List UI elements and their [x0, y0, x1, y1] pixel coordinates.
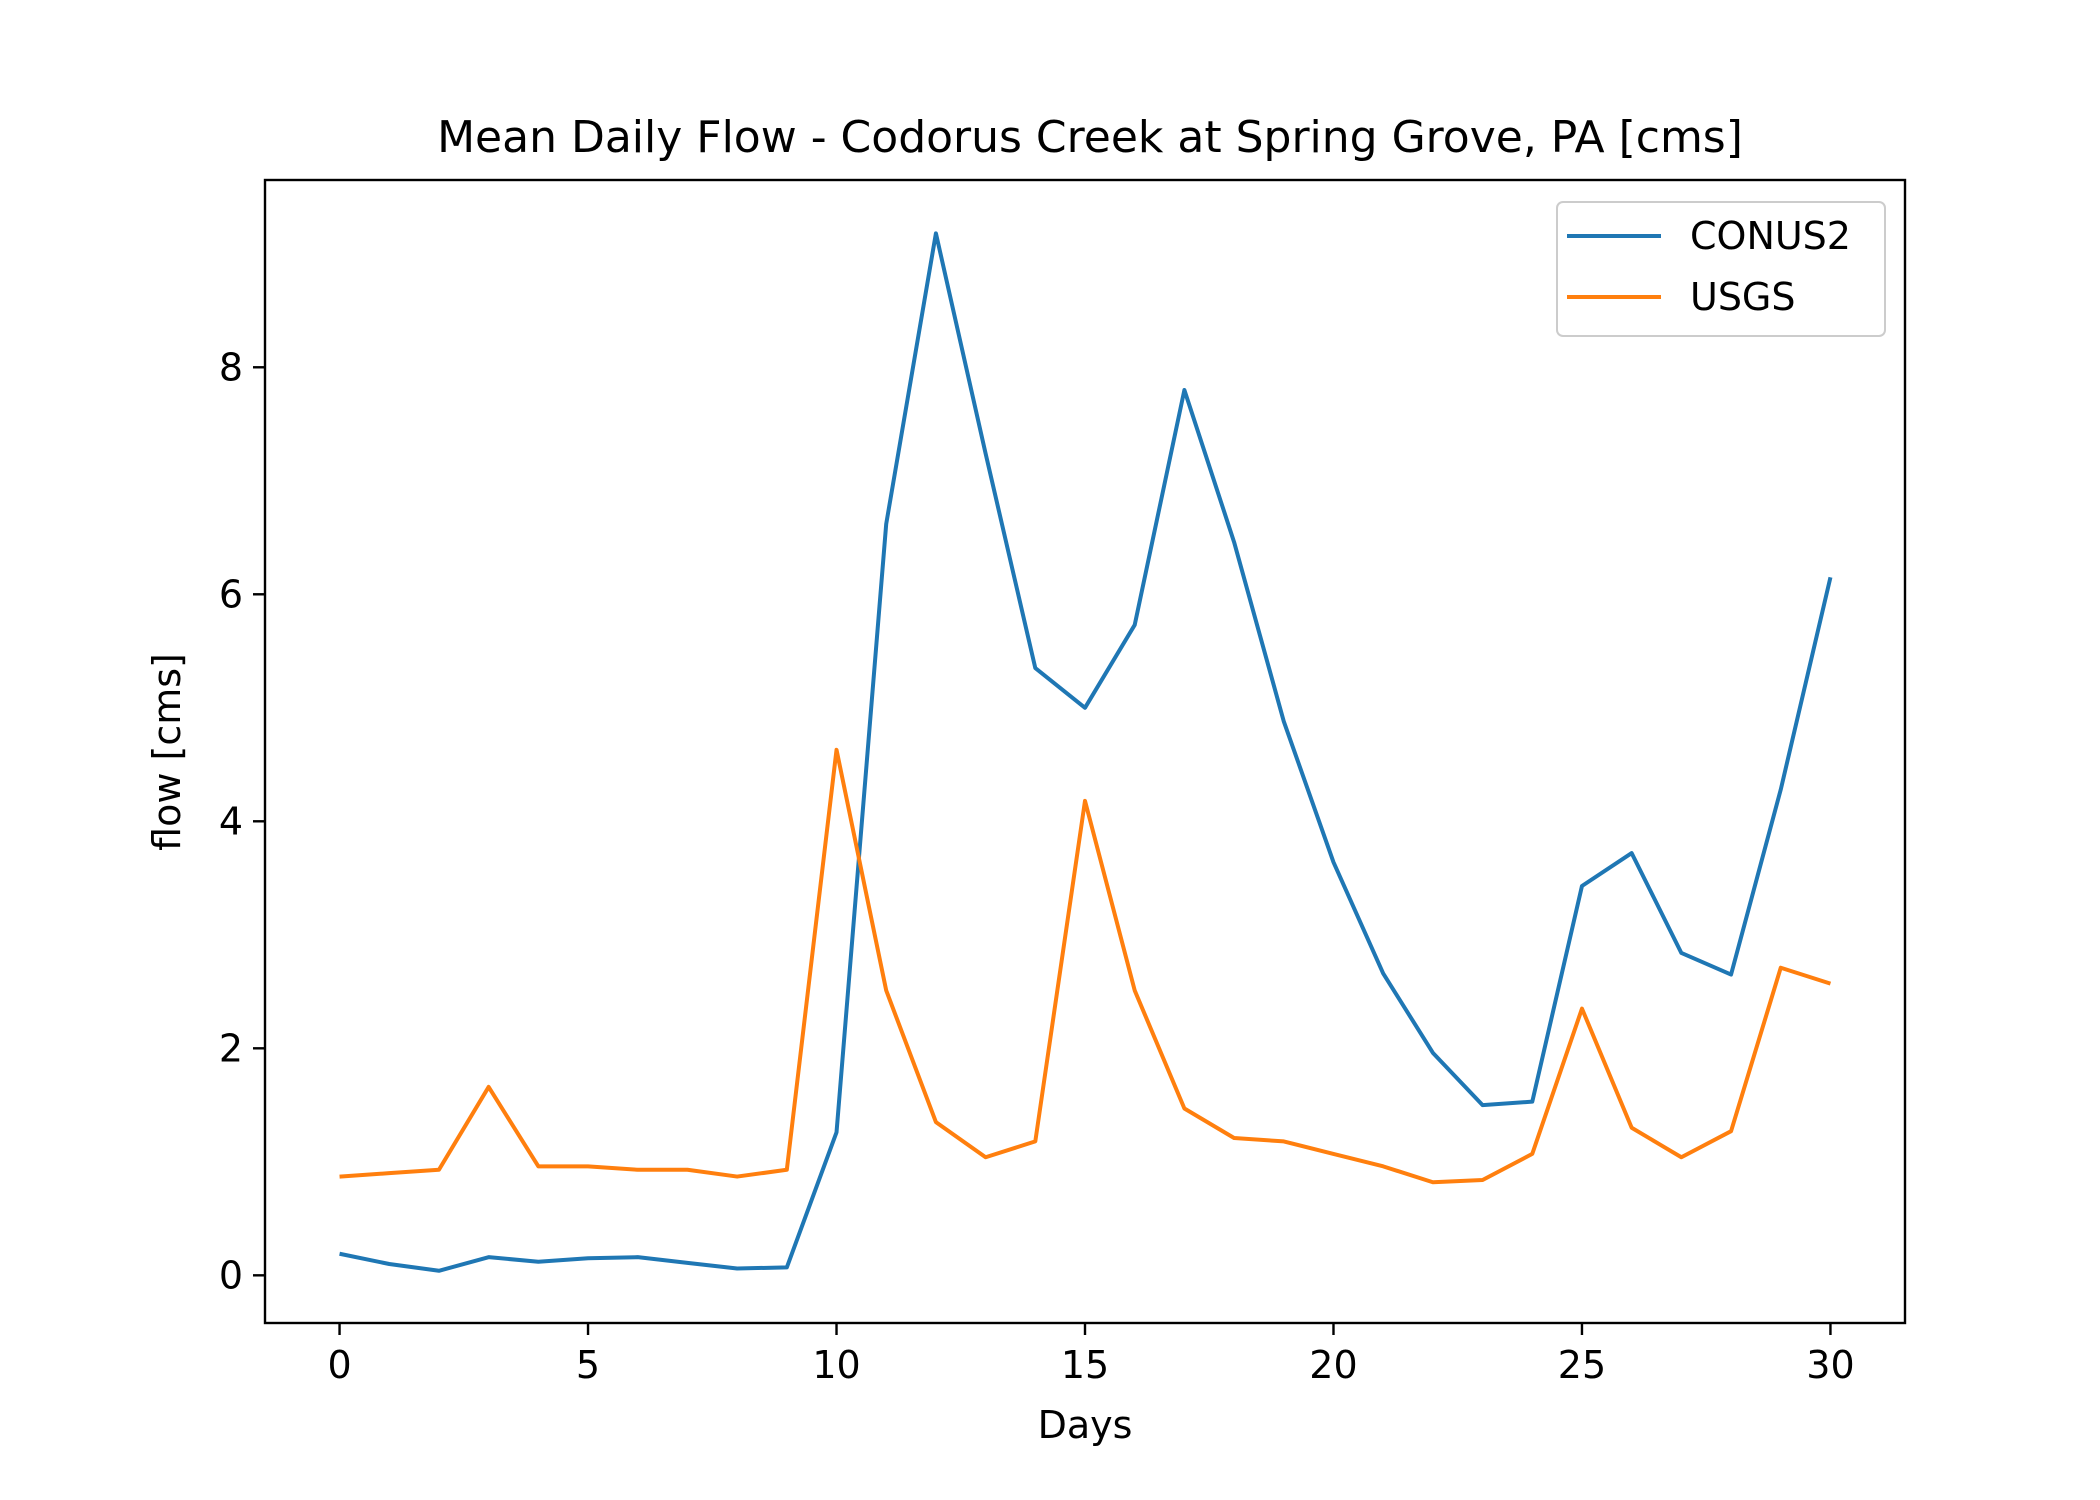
data-point-conus2: [933, 230, 939, 236]
series-line-usgs: [339, 747, 1832, 1185]
y-tick-label: 0: [219, 1253, 243, 1297]
data-point-usgs: [635, 1167, 641, 1173]
data-point-conus2: [337, 1251, 343, 1257]
data-point-conus2: [983, 451, 989, 457]
data-point-conus2: [1380, 970, 1386, 976]
data-point-usgs: [1529, 1151, 1535, 1157]
data-point-conus2: [1330, 859, 1336, 865]
data-point-conus2: [1231, 539, 1237, 545]
data-point-usgs: [684, 1167, 690, 1173]
series-layer: [337, 230, 1833, 1274]
x-tick-label: 20: [1309, 1343, 1357, 1387]
data-point-conus2: [436, 1268, 442, 1274]
data-point-conus2: [386, 1261, 392, 1267]
data-point-usgs: [1678, 1154, 1684, 1160]
data-point-usgs: [1231, 1135, 1237, 1141]
data-point-usgs: [535, 1163, 541, 1169]
y-axis-label: flow [cms]: [145, 653, 189, 851]
data-point-usgs: [1082, 798, 1088, 804]
data-point-conus2: [784, 1264, 790, 1270]
x-tick-label: 15: [1061, 1343, 1109, 1387]
data-point-usgs: [1430, 1179, 1436, 1185]
data-point-usgs: [1827, 981, 1833, 987]
data-point-conus2: [883, 521, 889, 527]
y-tick-label: 2: [219, 1026, 243, 1070]
x-axis-ticks: 0 5 10 15 20 25 30: [327, 1323, 1855, 1387]
data-point-conus2: [1480, 1102, 1486, 1108]
data-point-conus2: [684, 1260, 690, 1266]
data-point-usgs: [1778, 965, 1784, 971]
data-point-usgs: [883, 987, 889, 993]
data-point-usgs: [1629, 1125, 1635, 1131]
x-tick-label: 30: [1806, 1343, 1854, 1387]
plot-frame: [263, 178, 1907, 1325]
data-point-usgs: [1032, 1138, 1038, 1144]
data-point-usgs: [734, 1174, 740, 1180]
data-point-conus2: [1827, 574, 1833, 580]
legend-label-usgs: USGS: [1690, 275, 1796, 319]
x-tick-label: 0: [327, 1343, 351, 1387]
data-point-usgs: [436, 1167, 442, 1173]
data-point-usgs: [1480, 1177, 1486, 1183]
data-point-usgs: [1728, 1128, 1734, 1134]
data-point-conus2: [1430, 1050, 1436, 1056]
y-tick-label: 8: [219, 345, 243, 389]
data-point-usgs: [983, 1154, 989, 1160]
data-point-usgs: [486, 1084, 492, 1090]
data-point-conus2: [1629, 850, 1635, 856]
data-point-conus2: [535, 1259, 541, 1265]
data-point-usgs: [834, 747, 840, 753]
data-point-usgs: [585, 1163, 591, 1169]
data-point-conus2: [1678, 950, 1684, 956]
data-point-usgs: [1330, 1151, 1336, 1157]
data-point-usgs: [386, 1170, 392, 1176]
data-point-usgs: [933, 1119, 939, 1125]
data-point-conus2: [585, 1255, 591, 1261]
y-tick-label: 6: [219, 572, 243, 616]
data-point-conus2: [834, 1129, 840, 1135]
x-tick-label: 5: [576, 1343, 600, 1387]
y-axis-ticks: 0 2 4 6 8: [219, 345, 265, 1297]
data-point-conus2: [1579, 883, 1585, 889]
data-point-conus2: [1281, 718, 1287, 724]
data-point-usgs: [1380, 1163, 1386, 1169]
data-point-usgs: [1281, 1138, 1287, 1144]
data-point-usgs: [784, 1167, 790, 1173]
data-point-conus2: [1032, 665, 1038, 671]
data-point-conus2: [486, 1254, 492, 1260]
x-tick-label: 25: [1558, 1343, 1606, 1387]
data-point-conus2: [1181, 387, 1187, 393]
y-tick-label: 4: [219, 799, 243, 843]
data-point-usgs: [337, 1174, 343, 1180]
legend: CONUS2 USGS: [1556, 201, 1886, 337]
x-tick-label: 10: [812, 1343, 860, 1387]
data-point-conus2: [1132, 622, 1138, 628]
data-point-conus2: [635, 1254, 641, 1260]
data-point-conus2: [1082, 705, 1088, 711]
chart-title: Mean Daily Flow - Codorus Creek at Sprin…: [437, 112, 1743, 163]
x-axis-label: Days: [1038, 1403, 1133, 1447]
data-point-conus2: [734, 1266, 740, 1272]
series-line-conus2: [339, 231, 1833, 1273]
data-point-conus2: [1778, 787, 1784, 793]
data-point-usgs: [1132, 987, 1138, 993]
data-point-conus2: [1529, 1099, 1535, 1105]
legend-label-conus2: CONUS2: [1690, 214, 1851, 258]
data-point-usgs: [1579, 1006, 1585, 1012]
data-point-usgs: [1181, 1105, 1187, 1111]
data-point-conus2: [1728, 972, 1734, 978]
